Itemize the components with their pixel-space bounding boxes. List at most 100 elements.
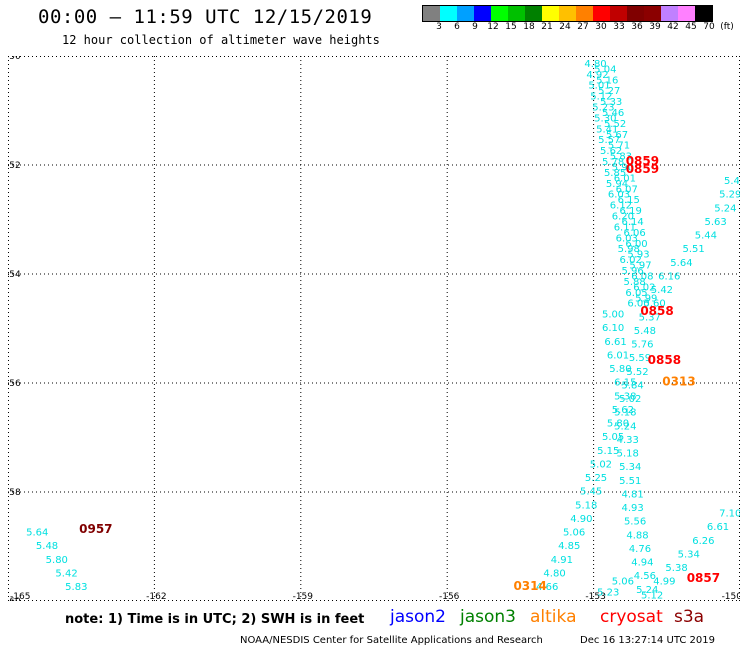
wave-height-value: 4.81 bbox=[622, 489, 644, 500]
wave-height-value: 4.91 bbox=[551, 555, 573, 566]
wave-height-value: 5.37 bbox=[639, 312, 661, 323]
wave-height-value: 5.06 bbox=[563, 528, 585, 539]
wave-height-value: 6.06 bbox=[623, 228, 645, 239]
wave-height-value: 4.76 bbox=[629, 544, 651, 555]
x-tick-label: -150 bbox=[722, 592, 740, 601]
page-title: 00:00 – 11:59 UTC 12/15/2019 bbox=[38, 6, 373, 28]
wave-height-value: 5.34 bbox=[678, 549, 700, 560]
wave-height-value: 5.18 bbox=[575, 500, 597, 511]
pass-time-label: 0957 bbox=[79, 522, 112, 536]
wave-height-value: 5.16 bbox=[596, 75, 618, 86]
wave-height-value: 5.48 bbox=[36, 541, 58, 552]
scale-label: 9 bbox=[472, 22, 478, 32]
legend-s3a: s3a bbox=[674, 607, 705, 627]
wave-height-value: 5.02 bbox=[590, 459, 612, 470]
scale-label: 24 bbox=[559, 22, 571, 32]
wave-height-value: 6.12 bbox=[610, 201, 632, 212]
wave-height-value: 5.24 bbox=[714, 203, 736, 214]
wave-height-value: 6.20 bbox=[612, 212, 634, 223]
pass-time-label: 0859 bbox=[626, 162, 659, 176]
scale-label: 30 bbox=[595, 22, 607, 32]
scale-label: 70 bbox=[703, 22, 715, 32]
wave-height-value: 4.93 bbox=[622, 503, 644, 514]
wave-height-value: 5.93 bbox=[627, 250, 649, 261]
legend-altika: altika bbox=[530, 607, 577, 627]
wave-height-value: 4.80 bbox=[584, 59, 606, 70]
scale-label: 36 bbox=[631, 22, 643, 32]
wave-height-value: 5.80 bbox=[609, 364, 631, 375]
scale-swatch bbox=[576, 6, 593, 21]
scale-label: 3 bbox=[436, 22, 442, 32]
scale-label: 45 bbox=[685, 22, 697, 32]
wave-height-value: 4.99 bbox=[653, 577, 675, 588]
wave-height-value: 5.42 bbox=[55, 568, 77, 579]
wave-height-value: 5.48 bbox=[634, 326, 656, 337]
scale-label: 27 bbox=[577, 22, 589, 32]
scale-swatch bbox=[525, 6, 542, 21]
wave-height-value: 5.62 bbox=[612, 405, 634, 416]
scale-label: 18 bbox=[523, 22, 535, 32]
wave-height-value: 5.94 bbox=[606, 179, 628, 190]
x-tick-label: -165 bbox=[10, 592, 30, 601]
wave-height-value: 5.62 bbox=[600, 146, 622, 157]
wave-height-value: 6.10 bbox=[602, 323, 624, 334]
scale-label: 21 bbox=[541, 22, 553, 32]
wave-height-value: 4.56 bbox=[634, 571, 656, 582]
color-scale-labels: 3 6 9 12 15 18 21 24 27 30 33 36 39 42 45 70 (ft) bbox=[422, 22, 740, 34]
scale-swatch bbox=[661, 6, 678, 21]
wave-height-value: 5.64 bbox=[670, 258, 692, 269]
wave-height-value: 5.98 bbox=[618, 244, 640, 255]
legend-cryosat: cryosat bbox=[600, 607, 663, 627]
pass-time-label: 0858 bbox=[640, 304, 673, 318]
wave-height-value: 5.24 bbox=[636, 585, 658, 596]
wave-height-value: 5.83 bbox=[65, 582, 87, 593]
wave-height-value: 5.12 bbox=[590, 92, 612, 103]
scale-swatch bbox=[474, 6, 491, 21]
wave-height-value: 5.67 bbox=[606, 130, 628, 141]
scale-swatch bbox=[593, 6, 610, 21]
scale-swatch bbox=[678, 6, 695, 21]
wave-height-value: 6.01 bbox=[607, 350, 629, 361]
wave-height-value: 5.85 bbox=[604, 168, 626, 179]
wave-height-value: 5.34 bbox=[619, 462, 641, 473]
wave-height-value: 5.80 bbox=[607, 419, 629, 430]
wave-height-value: 5.18 bbox=[614, 408, 636, 419]
scale-label: 15 bbox=[505, 22, 517, 32]
wave-height-value: 5.27 bbox=[598, 86, 620, 97]
wave-height-value: 5.51 bbox=[683, 244, 705, 255]
wave-height-value: 5.38 bbox=[614, 391, 636, 402]
wave-height-value: 5.78 bbox=[602, 157, 624, 168]
wave-height-value: 6.01 bbox=[614, 173, 636, 184]
scale-label: 33 bbox=[613, 22, 625, 32]
scale-swatch bbox=[542, 6, 559, 21]
legend-jason3: jason3 bbox=[460, 607, 516, 627]
wave-height-value: 5.05 bbox=[602, 432, 624, 443]
wave-height-value: 5.42 bbox=[651, 285, 673, 296]
wave-height-value: 5.59 bbox=[629, 353, 651, 364]
wave-height-value: 5.96 bbox=[622, 266, 644, 277]
wave-height-value: 5.46 bbox=[602, 108, 624, 119]
wave-height-value: 5.90 bbox=[612, 162, 634, 173]
scale-swatch bbox=[559, 6, 576, 21]
wave-height-value: 6.14 bbox=[622, 217, 644, 228]
pass-time-label: 0857 bbox=[687, 571, 720, 585]
wave-height-value: 5.00 bbox=[602, 310, 624, 321]
wave-height-value: 6.15 bbox=[618, 195, 640, 206]
wave-height-value: 5.18 bbox=[617, 449, 639, 460]
wave-height-value: 5.24 bbox=[614, 421, 636, 432]
x-tick-label: -159 bbox=[293, 592, 314, 601]
scale-swatch bbox=[508, 6, 525, 21]
wave-height-value: 5.63 bbox=[704, 217, 726, 228]
wave-height-value: 6.02 bbox=[620, 255, 642, 266]
y-tick-label: -60 bbox=[8, 597, 21, 601]
wave-height-value: 6.08 bbox=[631, 271, 653, 282]
wave-height-value: 5.15 bbox=[597, 446, 619, 457]
wave-height-value: 6.07 bbox=[616, 184, 638, 195]
wave-height-value: 5.57 bbox=[598, 135, 620, 146]
scale-swatch bbox=[491, 6, 508, 21]
wave-height-value: 5.29 bbox=[719, 190, 740, 201]
wave-height-value: 4.33 bbox=[617, 435, 639, 446]
wave-height-value: 6.02 bbox=[633, 282, 655, 293]
wave-height-value: 6.00 bbox=[627, 299, 649, 310]
wave-height-value: 5.01 bbox=[588, 81, 610, 92]
